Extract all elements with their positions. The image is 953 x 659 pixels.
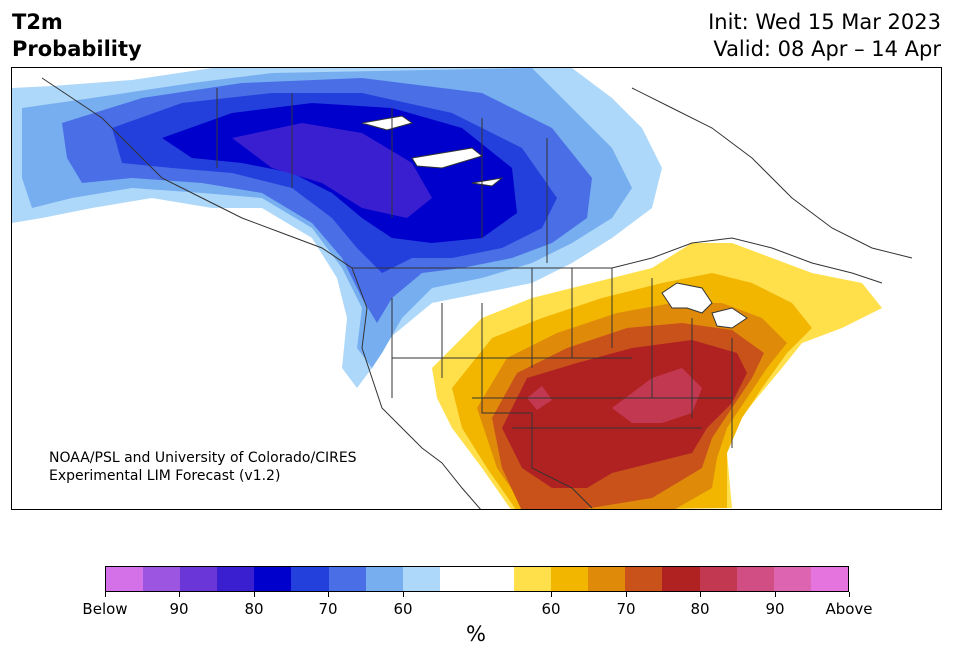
forecast-dates: Init: Wed 15 Mar 2023 Valid: 08 Apr – 14…: [708, 9, 941, 63]
colorbar-tick-label: 70: [616, 600, 636, 618]
colorbar-swatch: [439, 567, 477, 591]
colorbar-tick-mark: [700, 592, 701, 597]
warm-region-rose: [527, 368, 702, 423]
credit-note: NOAA/PSL and University of Colorado/CIRE…: [49, 449, 357, 485]
colorbar-swatch: [402, 567, 440, 591]
colorbar-swatch: [551, 567, 589, 591]
colorbar-swatch: [328, 567, 366, 591]
colorbar-tick-label: Below: [82, 600, 128, 618]
colorbar-tick-label: 70: [318, 600, 338, 618]
chart-title: T2m Probability: [12, 9, 142, 63]
credit-line-1: NOAA/PSL and University of Colorado/CIRE…: [49, 450, 357, 466]
colorbar-swatch: [625, 567, 663, 591]
colorbar-swatch: [365, 567, 403, 591]
colorbar-tick-mark: [551, 592, 552, 597]
colorbar-swatch: [291, 567, 329, 591]
valid-range: Valid: 08 Apr – 14 Apr: [713, 37, 941, 61]
colorbar: [105, 566, 849, 592]
colorbar-tick-mark: [105, 592, 106, 597]
credit-line-2: Experimental LIM Forecast (v1.2): [49, 468, 281, 484]
colorbar-tick-label: 90: [765, 600, 785, 618]
colorbar-swatch: [699, 567, 737, 591]
probability-map: [11, 67, 942, 510]
colorbar-tick-label: 60: [541, 600, 561, 618]
colorbar-swatch: [106, 567, 144, 591]
colorbar-tick-mark: [849, 592, 850, 597]
colorbar-swatch: [588, 567, 626, 591]
colorbar-tick-mark: [254, 592, 255, 597]
colorbar-tick-label: 80: [690, 600, 710, 618]
colorbar-unit: %: [466, 622, 486, 646]
colorbar-swatch: [180, 567, 218, 591]
title-line-1: T2m: [12, 10, 63, 34]
colorbar-swatch: [810, 567, 848, 591]
north-america-map: [12, 68, 913, 509]
colorbar-swatch: [736, 567, 774, 591]
colorbar-swatch: [254, 567, 292, 591]
boundary-lines: [41, 77, 913, 509]
colorbar-swatch: [773, 567, 811, 591]
colorbar-tick-label: 90: [169, 600, 189, 618]
colorbar-tick-label: 80: [244, 600, 264, 618]
colorbar-tick-mark: [626, 592, 627, 597]
colorbar-tick-label: Above: [825, 600, 873, 618]
colorbar-tick-mark: [775, 592, 776, 597]
colorbar-swatch: [217, 567, 255, 591]
colorbar-tick-mark: [328, 592, 329, 597]
colorbar-tick-mark: [179, 592, 180, 597]
colorbar-swatch: [662, 567, 700, 591]
title-line-2: Probability: [12, 37, 142, 61]
colorbar-swatch: [476, 567, 515, 591]
colorbar-swatch: [143, 567, 181, 591]
colorbar-tick-mark: [403, 592, 404, 597]
great-lakes: [361, 115, 748, 329]
cold-region-core: [232, 123, 432, 218]
init-date: Init: Wed 15 Mar 2023: [708, 10, 941, 34]
colorbar-tick-label: 60: [393, 600, 413, 618]
colorbar-swatch: [514, 567, 552, 591]
